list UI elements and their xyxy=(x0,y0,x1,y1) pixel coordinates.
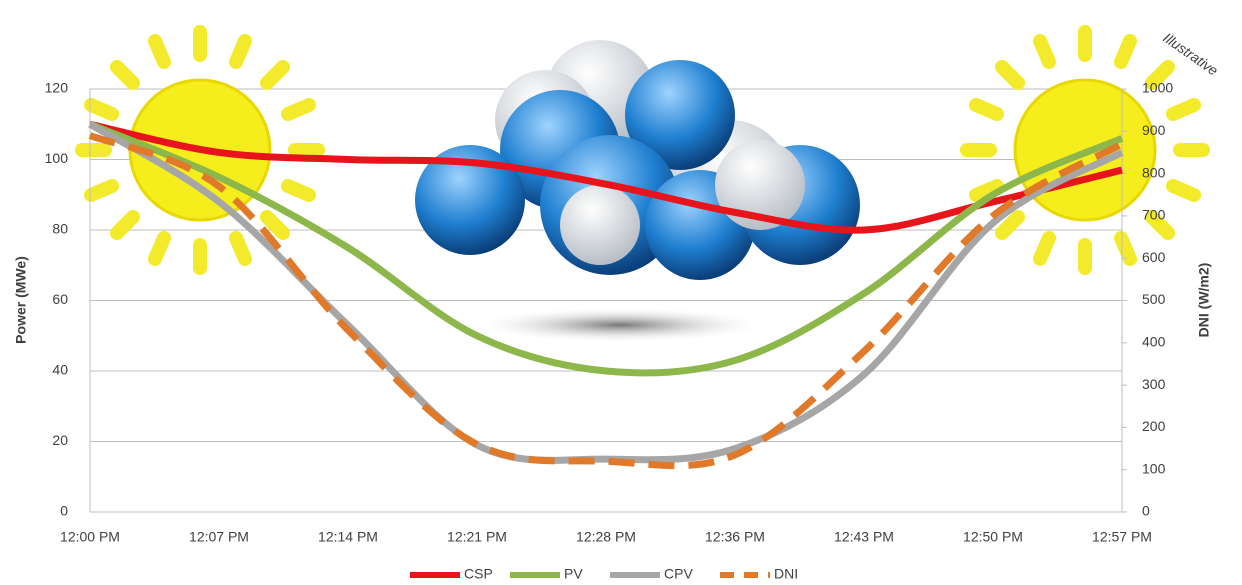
legend-label: CSP xyxy=(464,566,493,582)
y-tick-label: 100 xyxy=(45,150,69,166)
y2-tick-label: 600 xyxy=(1142,249,1166,265)
x-tick-label: 12:00 PM xyxy=(60,529,120,545)
y2-tick-label: 300 xyxy=(1142,376,1166,392)
x-tick-label: 12:14 PM xyxy=(318,529,378,545)
y2-axis-title: DNI (W/m2) xyxy=(1196,263,1212,338)
y-tick-label: 80 xyxy=(52,221,68,237)
y-tick-label: 40 xyxy=(52,362,68,378)
x-tick-label: 12:36 PM xyxy=(705,529,765,545)
y2-tick-label: 500 xyxy=(1142,291,1166,307)
chart: Illustrative Power (MWe) DNI (W/m2) 0204… xyxy=(0,0,1242,585)
y-tick-label: 120 xyxy=(45,80,69,96)
x-tick-label: 12:21 PM xyxy=(447,529,507,545)
y-tick-label: 0 xyxy=(60,503,68,519)
y2-tick-label: 700 xyxy=(1142,207,1166,223)
x-tick-label: 12:50 PM xyxy=(963,529,1023,545)
y2-tick-label: 400 xyxy=(1142,334,1166,350)
legend-label: PV xyxy=(564,566,583,582)
y-tick-label: 60 xyxy=(52,291,68,307)
y2-tick-label: 800 xyxy=(1142,164,1166,180)
y2-tick-label: 200 xyxy=(1142,418,1166,434)
x-tick-label: 12:28 PM xyxy=(576,529,636,545)
legend-label: DNI xyxy=(774,566,798,582)
x-tick-label: 12:57 PM xyxy=(1092,529,1152,545)
y2-tick-label: 900 xyxy=(1142,122,1166,138)
y2-tick-label: 100 xyxy=(1142,460,1166,476)
x-tick-label: 12:07 PM xyxy=(189,529,249,545)
x-tick-label: 12:43 PM xyxy=(834,529,894,545)
y2-tick-label: 1000 xyxy=(1142,80,1173,96)
y2-tick-label: 0 xyxy=(1142,503,1150,519)
y-tick-label: 20 xyxy=(52,432,68,448)
legend-label: CPV xyxy=(664,566,693,582)
y-axis-title: Power (MWe) xyxy=(13,256,29,344)
